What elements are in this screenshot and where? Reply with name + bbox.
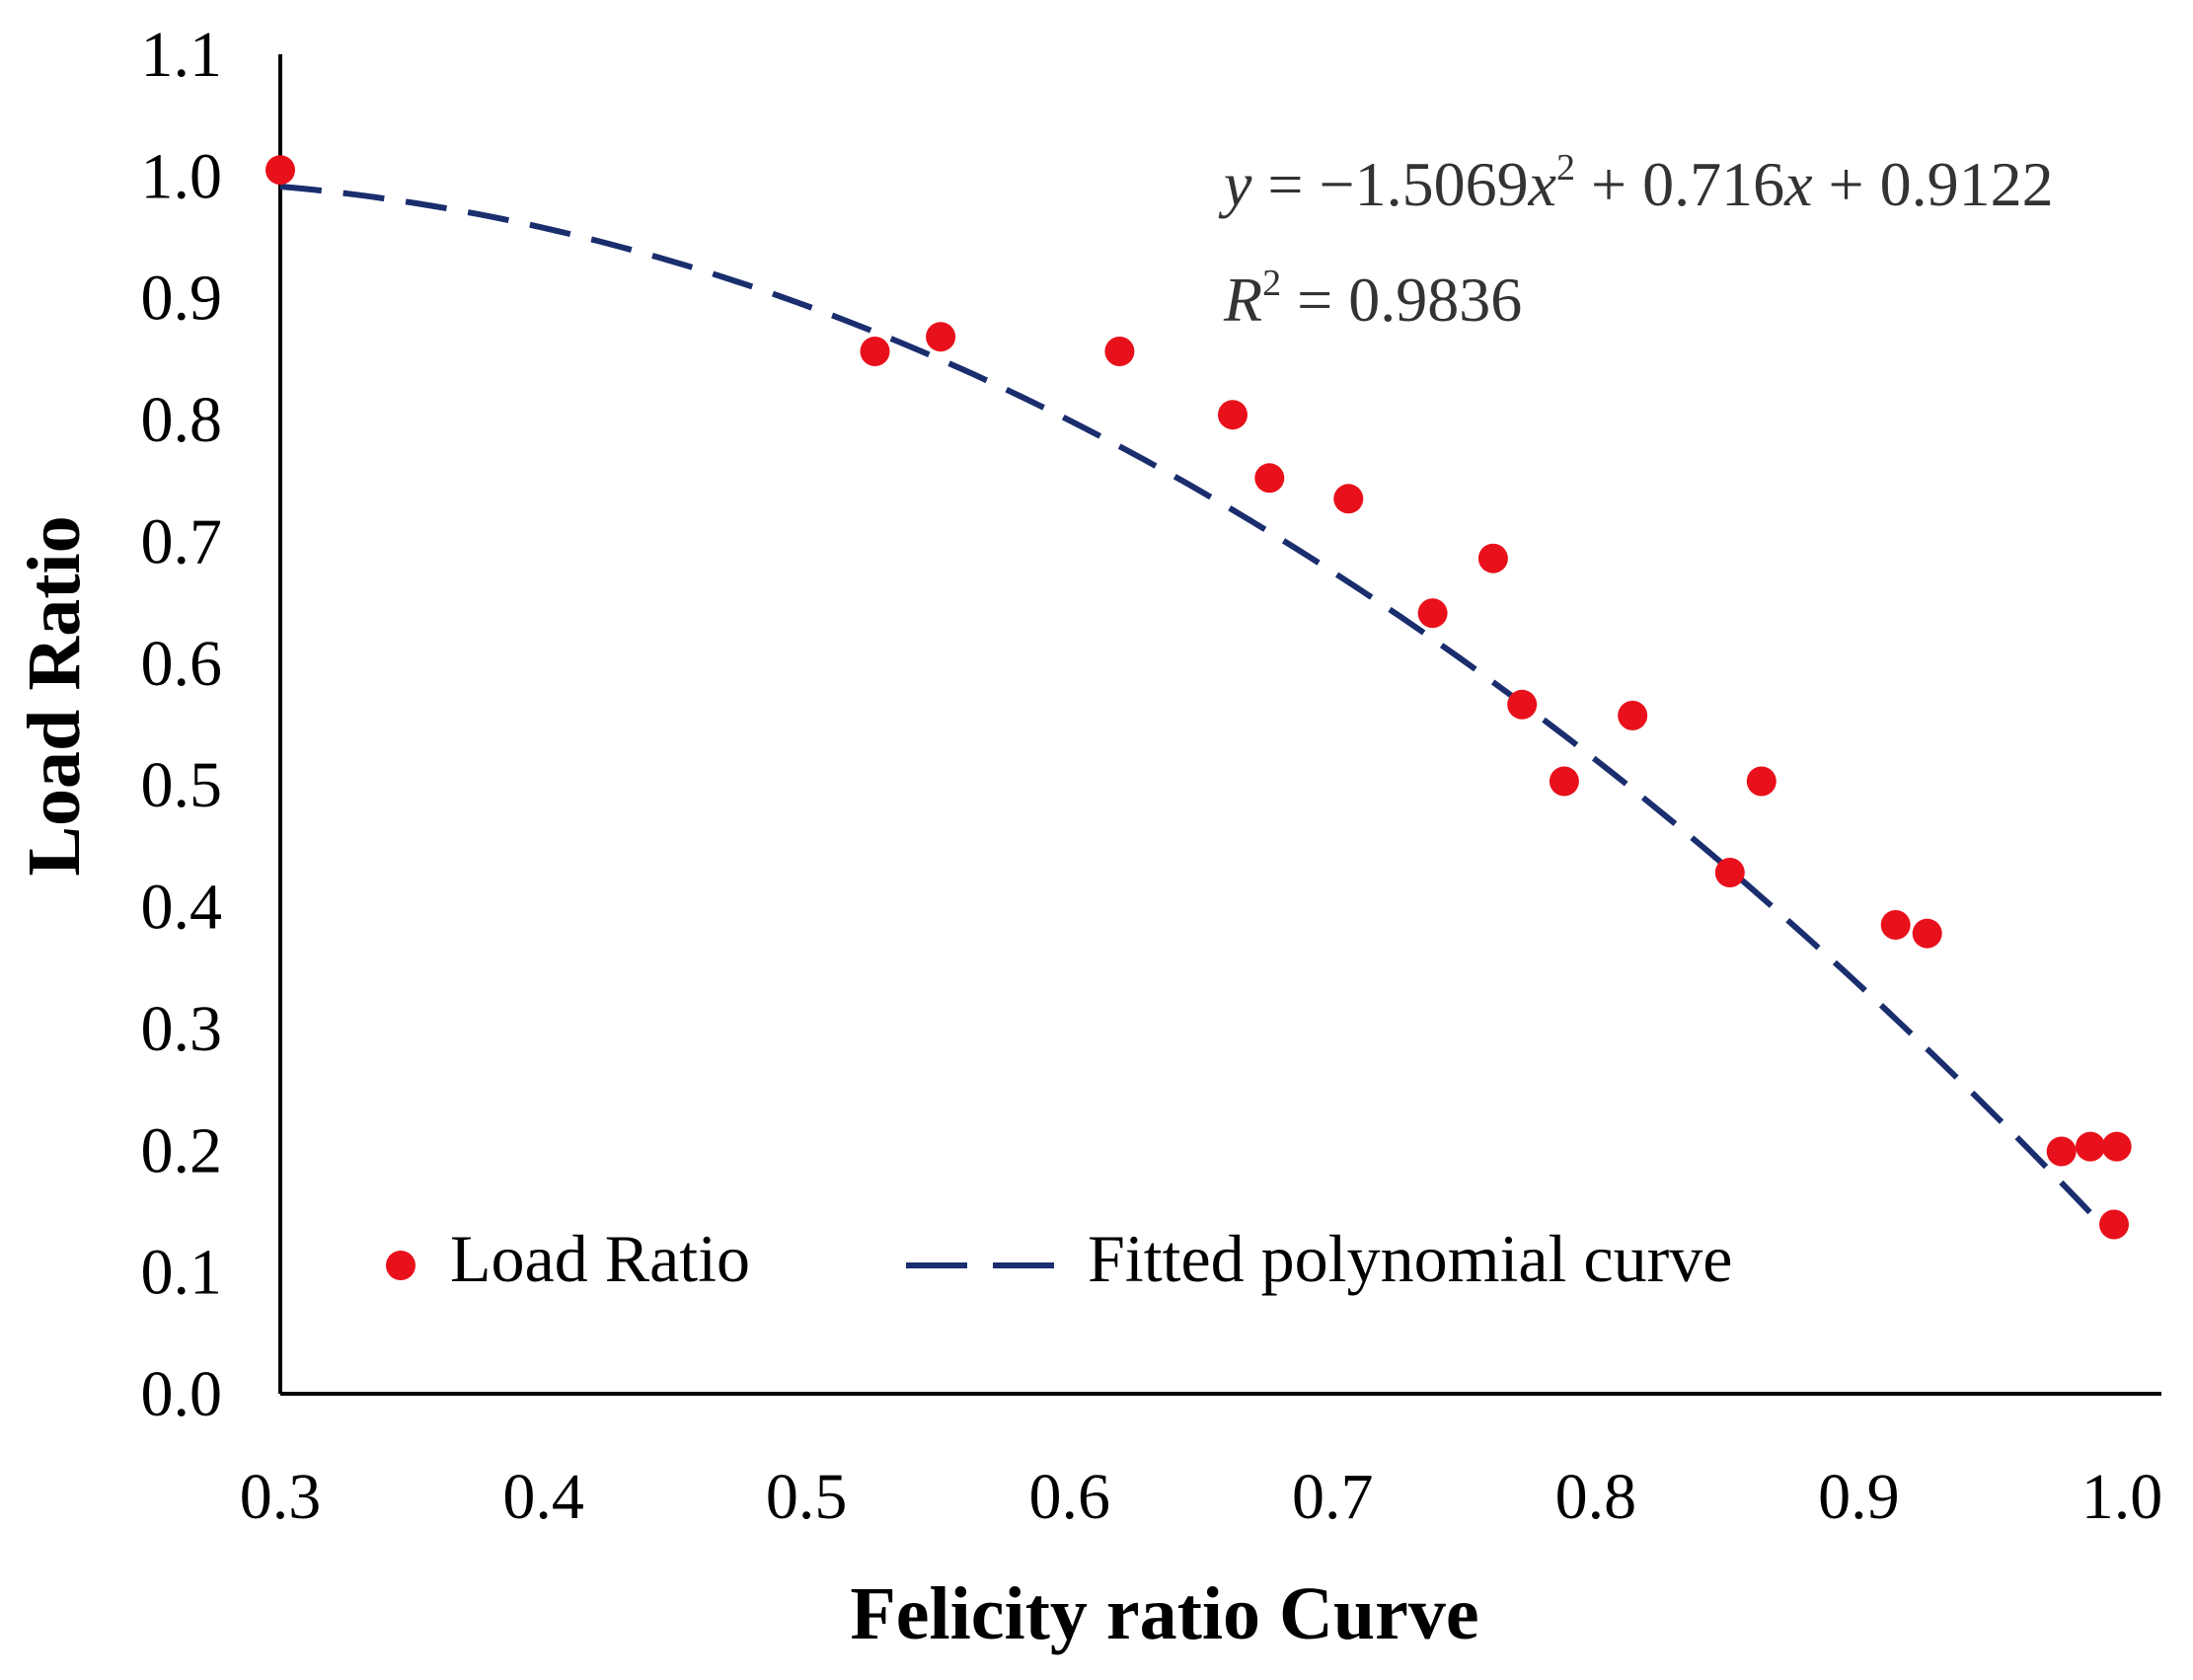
load-ratio-point: [1549, 766, 1579, 797]
load-ratio-point: [1714, 858, 1745, 887]
y-tick-label: 0.4: [141, 872, 223, 944]
y-tick-label: 0.5: [141, 749, 223, 821]
load-ratio-point: [1880, 910, 1911, 940]
load-ratio-point: [926, 322, 956, 352]
load-ratio-point: [1417, 598, 1448, 629]
load-ratio-point: [1507, 689, 1538, 720]
legend-label-fitted-curve: Fitted polynomial curve: [1088, 1221, 1732, 1296]
load-ratio-point: [1477, 543, 1508, 573]
load-ratio-point: [2076, 1131, 2105, 1162]
x-tick-label: 0.6: [1028, 1461, 1110, 1533]
load-ratio-point: [1746, 766, 1777, 797]
x-tick-label: 0.8: [1555, 1461, 1637, 1533]
load-ratio-point: [265, 155, 295, 186]
load-ratio-point: [1254, 463, 1285, 494]
x-tick-label: 1.0: [2081, 1461, 2163, 1533]
y-axis-title: Load Ratio: [13, 515, 96, 876]
load-ratio-points: [265, 155, 2132, 1240]
y-tick-labels: 0.0 0.1 0.2 0.3 0.4 0.5 0.6 0.7 0.8 0.9 1.0 1.1: [141, 19, 223, 1430]
legend-marker-load-ratio: [386, 1251, 416, 1280]
load-ratio-point: [2046, 1136, 2077, 1167]
x-tick-label: 0.3: [240, 1461, 322, 1533]
fitted-polynomial-curve: [279, 184, 2098, 1221]
y-tick-label: 0.8: [141, 384, 223, 456]
equation-line: y = −1.5069x2 + 0.716x + 0.9122: [1218, 147, 2054, 219]
x-tick-label: 0.9: [1818, 1461, 1900, 1533]
y-tick-label: 0.9: [141, 263, 223, 335]
x-tick-label: 0.7: [1292, 1461, 1374, 1533]
legend: Load Ratio Fitted polynomial curve: [386, 1221, 1732, 1296]
r-squared-line: R2 = 0.9836: [1223, 263, 1522, 335]
x-tick-label: 0.5: [766, 1461, 848, 1533]
load-ratio-point: [2101, 1131, 2132, 1162]
y-tick-label: 0.3: [141, 993, 223, 1065]
load-ratio-point: [1618, 700, 1648, 730]
x-tick-label: 0.4: [502, 1461, 584, 1533]
x-tick-labels: 0.3 0.4 0.5 0.6 0.7 0.8 0.9 1.0: [240, 1461, 2163, 1533]
load-ratio-point: [2099, 1209, 2129, 1240]
load-ratio-point: [860, 337, 890, 366]
y-tick-label: 0.0: [141, 1358, 223, 1430]
load-ratio-point: [1333, 484, 1364, 514]
load-ratio-point: [1104, 337, 1135, 366]
y-tick-label: 0.7: [141, 505, 223, 577]
y-tick-label: 1.1: [141, 19, 223, 91]
y-tick-label: 0.6: [141, 628, 223, 700]
regression-equation: y = −1.5069x2 + 0.716x + 0.9122 R2 = 0.9…: [1218, 147, 2054, 335]
x-axis-title: Felicity ratio Curve: [850, 1572, 1478, 1655]
legend-label-load-ratio: Load Ratio: [450, 1221, 750, 1296]
y-tick-label: 1.0: [141, 140, 223, 212]
load-ratio-point: [1218, 400, 1248, 430]
y-tick-label: 0.2: [141, 1114, 223, 1186]
y-tick-label: 0.1: [141, 1237, 223, 1309]
load-ratio-point: [1912, 918, 1942, 949]
axes: [278, 54, 2161, 1396]
